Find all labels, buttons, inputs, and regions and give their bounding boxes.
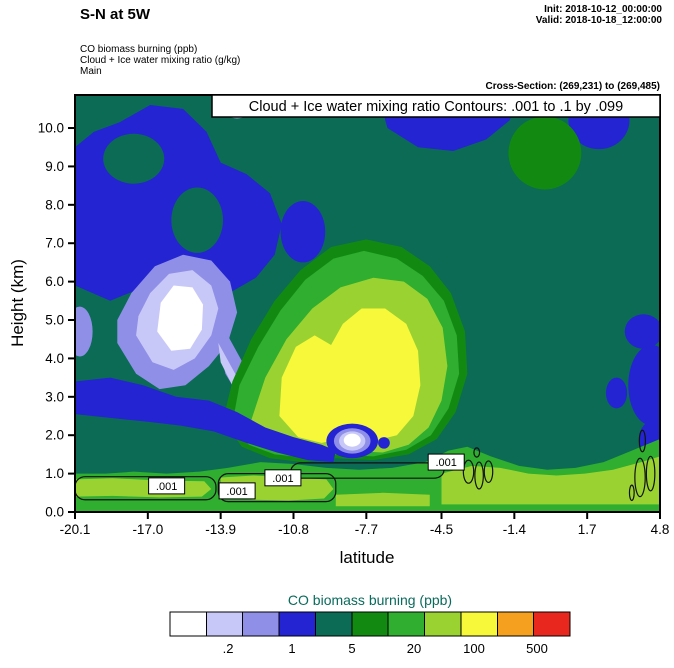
field-region (378, 437, 390, 449)
field-region (280, 200, 326, 263)
colorbar-cell (242, 611, 280, 637)
contour-field (75, 95, 660, 512)
y-tick-label: 0.0 (45, 505, 64, 520)
cloud-contour-ellipse (628, 484, 635, 502)
contour-label: .001 (435, 457, 456, 469)
field-region (171, 187, 224, 253)
x-tick-label: -7.7 (355, 522, 378, 537)
cloud-contour-ellipse (645, 455, 656, 492)
cloud-contour-ellipse (473, 447, 481, 458)
y-tick-label: 7.0 (45, 236, 64, 251)
contour-label-box (264, 469, 302, 487)
y-tick-label: 9.0 (45, 159, 64, 174)
y-tick-label: 4.0 (45, 351, 64, 366)
x-tick-label: -17.0 (132, 522, 163, 537)
valid-timestamp: Valid: 2018-10-18_12:00:00 (535, 15, 662, 26)
colorbar-cell (460, 611, 498, 637)
colorbar-tick-label: 20 (407, 641, 421, 656)
colorbar-tick-label: 100 (463, 641, 485, 656)
x-tick-label: -13.9 (205, 522, 236, 537)
colorbar-cell (314, 611, 353, 637)
x-tick-label: -10.8 (278, 522, 309, 537)
y-axis-label: Height (km) (8, 259, 27, 347)
y-tick-label: 6.0 (45, 274, 64, 289)
x-tick-label: -20.1 (60, 522, 91, 537)
colorbar-cell (424, 611, 462, 637)
x-axis-label: latitude (339, 548, 395, 567)
y-tick-label: 1.0 (45, 466, 64, 481)
colorbar-cell (387, 611, 426, 637)
cloud-contour-ellipse (638, 429, 647, 453)
colorbar-tick-label: 5 (348, 641, 355, 656)
field-region (75, 478, 212, 498)
cloud-contour-ellipse (483, 460, 494, 484)
contour-label-box (427, 453, 465, 471)
cloud-contour-ellipse (462, 459, 475, 484)
field-region (605, 377, 628, 409)
cloud-contour-loop (75, 476, 217, 501)
field-region (279, 308, 421, 443)
field-region (103, 133, 165, 184)
plot-title: S-N at 5W (80, 6, 151, 23)
field-region (75, 377, 336, 463)
contour-label: .001 (226, 486, 247, 498)
contour-label: .001 (272, 473, 293, 485)
contour-label-box (148, 477, 186, 495)
field-region (441, 456, 660, 505)
colorbar-title: CO biomass burning (ppb) (287, 592, 453, 608)
cloud-contour-ellipse (634, 457, 646, 498)
cross-section-info: Cross-Section: (269,231) to (269,485) (485, 81, 660, 92)
x-tick-label: 4.8 (651, 522, 670, 537)
contour-label: .001 (156, 481, 177, 493)
y-tick-label: 2.0 (45, 428, 64, 443)
colorbar-tick-label: 1 (288, 641, 295, 656)
y-tick-label: 3.0 (45, 389, 64, 404)
x-tick-label: -1.4 (503, 522, 527, 537)
colorbar-cell (278, 611, 316, 637)
y-tick-label: 8.0 (45, 197, 64, 212)
field-region (157, 285, 204, 351)
x-tick-label: 1.7 (578, 522, 597, 537)
contour-title-text: Cloud + Ice water mixing ratio Contours:… (249, 99, 623, 115)
cloud-contour-ellipse (474, 461, 484, 490)
x-tick-label: -4.5 (430, 522, 453, 537)
field-region (508, 116, 582, 190)
field-region (628, 344, 660, 426)
colorbar-cell (351, 611, 389, 637)
colorbar-tick-label: .2 (223, 641, 234, 656)
field-region (343, 433, 361, 447)
field-name-co: CO biomass burning (ppb) (80, 44, 198, 55)
colorbar-cell (533, 611, 571, 637)
colorbar-cell (205, 611, 244, 637)
field-region (624, 314, 660, 349)
contour-title-box (211, 94, 661, 118)
init-timestamp: Init: 2018-10-12_00:00:00 (544, 4, 662, 15)
field-region (75, 306, 93, 357)
grid-name: Main (80, 66, 102, 77)
contour-label-box (218, 482, 256, 500)
field-name-cloud-ice: Cloud + Ice water mixing ratio (g/kg) (80, 55, 241, 66)
field-region (335, 492, 430, 507)
y-tick-label: 10.0 (38, 121, 64, 136)
colorbar-tick-label: 500 (526, 641, 548, 656)
colorbar-cell (496, 611, 535, 637)
y-tick-label: 5.0 (45, 313, 64, 328)
colorbar-cell (169, 611, 207, 637)
